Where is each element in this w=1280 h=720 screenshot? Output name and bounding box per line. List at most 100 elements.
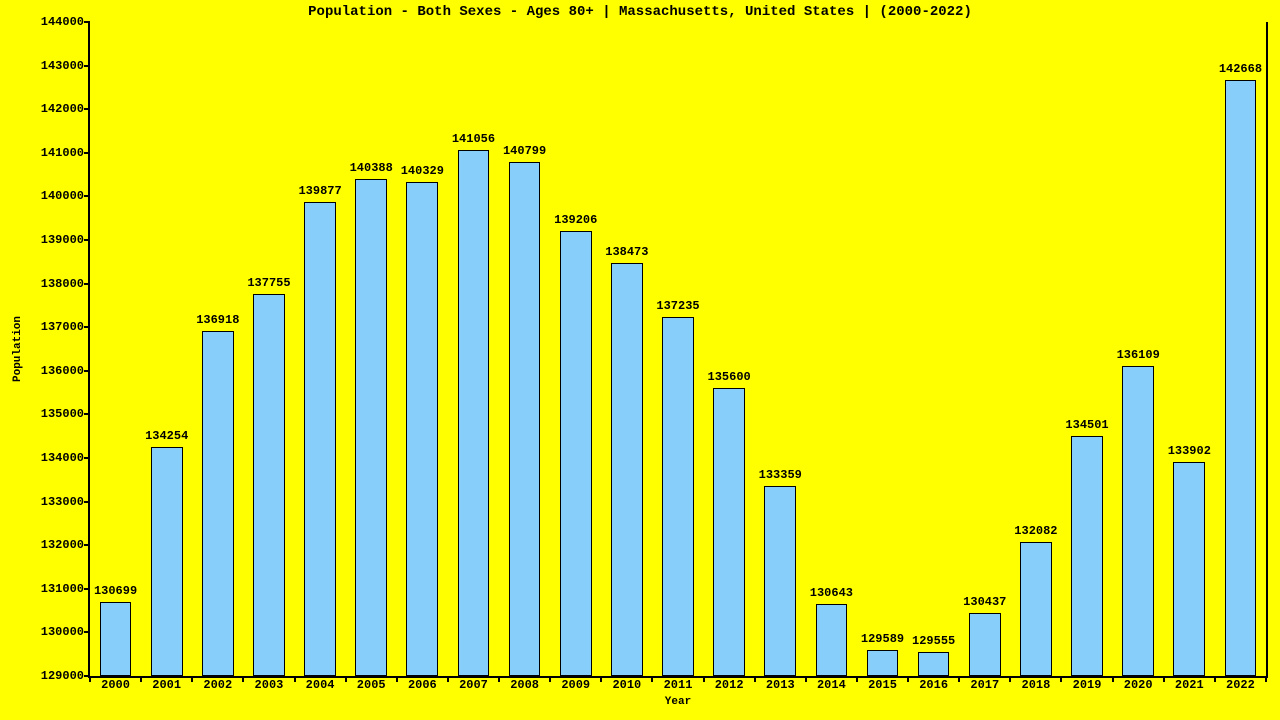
- bar-value-label: 140388: [350, 161, 393, 175]
- bar: [406, 182, 438, 676]
- x-tick-label: 2011: [664, 676, 693, 692]
- bar: [151, 447, 183, 676]
- bar: [355, 179, 387, 676]
- x-tick-label: 2021: [1175, 676, 1204, 692]
- x-tick-mark: [447, 676, 449, 682]
- x-tick-mark: [600, 676, 602, 682]
- y-tick-mark: [84, 108, 90, 110]
- y-tick-mark: [84, 326, 90, 328]
- bar: [867, 650, 899, 676]
- x-tick-label: 2019: [1073, 676, 1102, 692]
- x-tick-mark: [396, 676, 398, 682]
- x-tick-label: 2003: [255, 676, 284, 692]
- bar-value-label: 140329: [401, 164, 444, 178]
- bar-value-label: 139877: [298, 184, 341, 198]
- bar-value-label: 133902: [1168, 444, 1211, 458]
- y-tick-mark: [84, 370, 90, 372]
- x-tick-mark: [191, 676, 193, 682]
- x-tick-mark: [1112, 676, 1114, 682]
- x-tick-mark: [805, 676, 807, 682]
- x-tick-mark: [1265, 676, 1267, 682]
- y-tick-label: 133000: [41, 495, 90, 509]
- population-bar-chart: Population - Both Sexes - Ages 80+ | Mas…: [0, 0, 1280, 720]
- bar: [1071, 436, 1103, 676]
- x-tick-label: 2002: [203, 676, 232, 692]
- bar-value-label: 134501: [1065, 418, 1108, 432]
- y-tick-mark: [84, 501, 90, 503]
- y-tick-mark: [84, 283, 90, 285]
- x-tick-mark: [498, 676, 500, 682]
- bar-value-label: 132082: [1014, 524, 1057, 538]
- bar-value-label: 129555: [912, 634, 955, 648]
- bar: [713, 388, 745, 676]
- bar: [458, 150, 490, 676]
- bar-value-label: 137755: [247, 276, 290, 290]
- bar: [918, 652, 950, 676]
- y-tick-mark: [84, 544, 90, 546]
- x-tick-mark: [754, 676, 756, 682]
- bar: [1173, 462, 1205, 676]
- bar: [304, 202, 336, 676]
- y-tick-mark: [84, 195, 90, 197]
- bar: [202, 331, 234, 676]
- y-tick-label: 144000: [41, 15, 90, 29]
- x-tick-label: 2009: [561, 676, 590, 692]
- x-tick-label: 2016: [919, 676, 948, 692]
- x-tick-mark: [651, 676, 653, 682]
- x-tick-label: 2015: [868, 676, 897, 692]
- y-tick-mark: [84, 413, 90, 415]
- y-tick-label: 131000: [41, 582, 90, 596]
- bar-value-label: 140799: [503, 144, 546, 158]
- y-tick-mark: [84, 631, 90, 633]
- bar-value-label: 130643: [810, 586, 853, 600]
- x-tick-mark: [907, 676, 909, 682]
- x-tick-label: 2007: [459, 676, 488, 692]
- y-tick-label: 142000: [41, 102, 90, 116]
- y-tick-label: 141000: [41, 146, 90, 160]
- bar-value-label: 135600: [708, 370, 751, 384]
- x-tick-label: 2008: [510, 676, 539, 692]
- x-tick-mark: [1060, 676, 1062, 682]
- bar: [662, 317, 694, 676]
- y-tick-label: 129000: [41, 669, 90, 683]
- x-tick-mark: [242, 676, 244, 682]
- bar: [816, 604, 848, 676]
- y-tick-mark: [84, 152, 90, 154]
- x-tick-label: 2022: [1226, 676, 1255, 692]
- y-tick-label: 138000: [41, 277, 90, 291]
- bar-value-label: 141056: [452, 132, 495, 146]
- x-tick-label: 2017: [970, 676, 999, 692]
- y-tick-label: 143000: [41, 59, 90, 73]
- bar-value-label: 130699: [94, 584, 137, 598]
- y-tick-label: 134000: [41, 451, 90, 465]
- x-tick-label: 2013: [766, 676, 795, 692]
- plot-area: 1290001300001310001320001330001340001350…: [88, 22, 1268, 678]
- x-tick-label: 2006: [408, 676, 437, 692]
- y-tick-mark: [84, 457, 90, 459]
- x-tick-label: 2018: [1022, 676, 1051, 692]
- y-tick-label: 132000: [41, 538, 90, 552]
- x-tick-label: 2012: [715, 676, 744, 692]
- x-tick-mark: [345, 676, 347, 682]
- bar-value-label: 134254: [145, 429, 188, 443]
- y-tick-label: 139000: [41, 233, 90, 247]
- bar: [509, 162, 541, 676]
- y-tick-mark: [84, 65, 90, 67]
- y-tick-label: 135000: [41, 407, 90, 421]
- bar-value-label: 138473: [605, 245, 648, 259]
- bar: [1225, 80, 1257, 676]
- bar: [969, 613, 1001, 676]
- bar: [560, 231, 592, 676]
- x-tick-mark: [1163, 676, 1165, 682]
- chart-title: Population - Both Sexes - Ages 80+ | Mas…: [0, 4, 1280, 20]
- y-tick-label: 140000: [41, 189, 90, 203]
- x-tick-label: 2020: [1124, 676, 1153, 692]
- bar-value-label: 139206: [554, 213, 597, 227]
- bar: [611, 263, 643, 676]
- bar: [253, 294, 285, 676]
- x-tick-mark: [549, 676, 551, 682]
- x-tick-label: 2010: [612, 676, 641, 692]
- bar-value-label: 137235: [656, 299, 699, 313]
- x-axis-label: Year: [665, 696, 691, 708]
- x-tick-label: 2004: [306, 676, 335, 692]
